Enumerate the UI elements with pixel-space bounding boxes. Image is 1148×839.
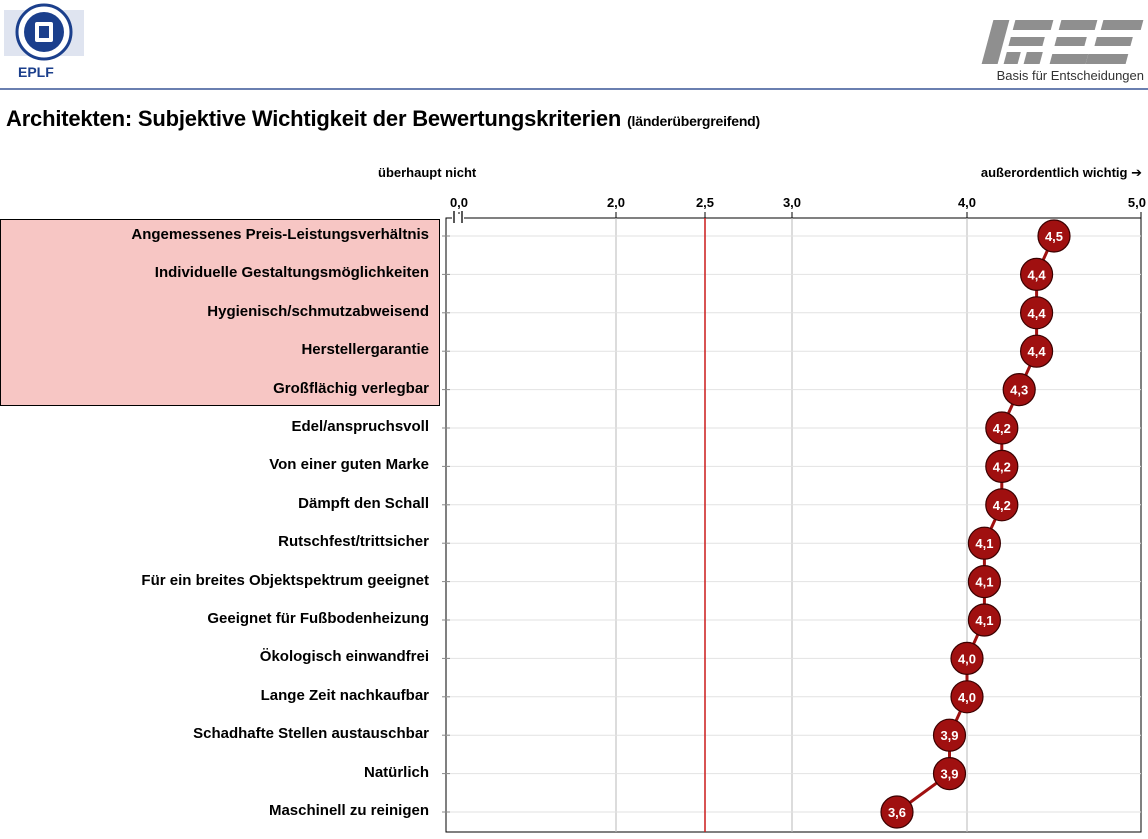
axis-break-gap bbox=[452, 214, 464, 222]
header: EPLF Basis für Entscheidungen bbox=[0, 0, 1148, 100]
data-label: 3,9 bbox=[940, 767, 958, 782]
category-label: Dämpft den Schall bbox=[298, 494, 429, 512]
data-point bbox=[985, 488, 1019, 522]
data-point bbox=[985, 449, 1019, 483]
data-label: 4,2 bbox=[993, 421, 1011, 436]
data-point bbox=[985, 411, 1019, 445]
data-point bbox=[932, 718, 967, 752]
ires-logo-icon bbox=[981, 20, 1144, 64]
category-label: Ökologisch einwandfrei bbox=[259, 648, 429, 666]
data-point bbox=[950, 680, 984, 714]
data-label: 3,9 bbox=[940, 728, 958, 743]
data-label: 4,2 bbox=[993, 498, 1011, 513]
data-label: 4,4 bbox=[1028, 344, 1047, 359]
data-point bbox=[1019, 296, 1054, 330]
category-label: Rutschfest/trittsicher bbox=[278, 533, 429, 551]
tagline: Basis für Entscheidungen bbox=[996, 68, 1144, 83]
category-label: Angemessenes Preis-Leistungsverhältnis bbox=[131, 226, 429, 243]
data-label: 4,1 bbox=[975, 613, 993, 628]
data-label: 4,1 bbox=[975, 575, 993, 590]
data-point bbox=[1019, 334, 1054, 368]
axis-note-left: überhaupt nicht bbox=[378, 165, 477, 180]
data-point bbox=[1002, 373, 1036, 407]
category-label: Schadhafte Stellen austauschbar bbox=[193, 725, 429, 743]
data-point bbox=[950, 641, 984, 676]
axis-note-right: außerordentlich wichtig ➔ bbox=[980, 165, 1142, 180]
category-label: Maschinell zu reinigen bbox=[268, 802, 429, 819]
x-tick-label: 4,0 bbox=[958, 195, 976, 210]
x-tick-label: 2,0 bbox=[607, 195, 625, 210]
series-line bbox=[896, 235, 1056, 814]
data-label: 4,3 bbox=[1010, 383, 1028, 398]
data-label: 4,2 bbox=[993, 459, 1011, 474]
category-label: Großflächig verlegbar bbox=[273, 379, 429, 397]
title-sub: (länderübergreifend) bbox=[627, 113, 760, 129]
header-divider bbox=[0, 88, 1148, 90]
x-tick-label: 3,0 bbox=[783, 195, 801, 210]
data-point bbox=[1037, 219, 1071, 253]
data-label: 4,4 bbox=[1028, 306, 1047, 321]
data-label: 4,0 bbox=[958, 651, 976, 666]
category-label: Herstellergarantie bbox=[301, 341, 429, 359]
category-label: Natürlich bbox=[363, 763, 429, 781]
plot-frame bbox=[445, 217, 1142, 833]
x-tick-label: 2,5 bbox=[696, 195, 714, 210]
data-label: 4,5 bbox=[1045, 229, 1063, 244]
data-point bbox=[967, 603, 1002, 637]
category-label: Lange Zeit nachkaufbar bbox=[260, 686, 429, 704]
eplf-globe-logo-icon bbox=[4, 3, 84, 61]
data-point bbox=[1019, 257, 1054, 291]
category-label: Edel/anspruchsvoll bbox=[291, 418, 429, 435]
category-label: Von einer guten Marke bbox=[269, 456, 429, 474]
data-point bbox=[967, 564, 1002, 599]
eplf-logo-text: EPLF bbox=[18, 64, 54, 80]
data-label: 4,0 bbox=[958, 690, 976, 705]
category-label: Geeignet für Fußbodenheizung bbox=[207, 610, 429, 627]
category-label: Für ein breites Objektspektrum geeignet bbox=[141, 571, 429, 589]
x-tick-label: 5,0 bbox=[1128, 195, 1146, 210]
data-point bbox=[880, 795, 914, 829]
title-main: Architekten: Subjektive Wichtigkeit der … bbox=[6, 106, 622, 131]
data-point bbox=[967, 526, 1002, 560]
category-label: Hygienisch/schmutzabweisend bbox=[207, 302, 429, 320]
highlight-box bbox=[0, 219, 440, 406]
x-tick-label: 0,0 bbox=[450, 195, 468, 210]
category-label: Individuelle Gestaltungsmöglichkeiten bbox=[154, 264, 429, 282]
data-label: 4,1 bbox=[975, 536, 993, 551]
data-label: 3,6 bbox=[888, 805, 906, 820]
data-label: 4,4 bbox=[1028, 267, 1047, 282]
data-point bbox=[932, 756, 967, 791]
page-title: Architekten: Subjektive Wichtigkeit der … bbox=[6, 106, 760, 132]
